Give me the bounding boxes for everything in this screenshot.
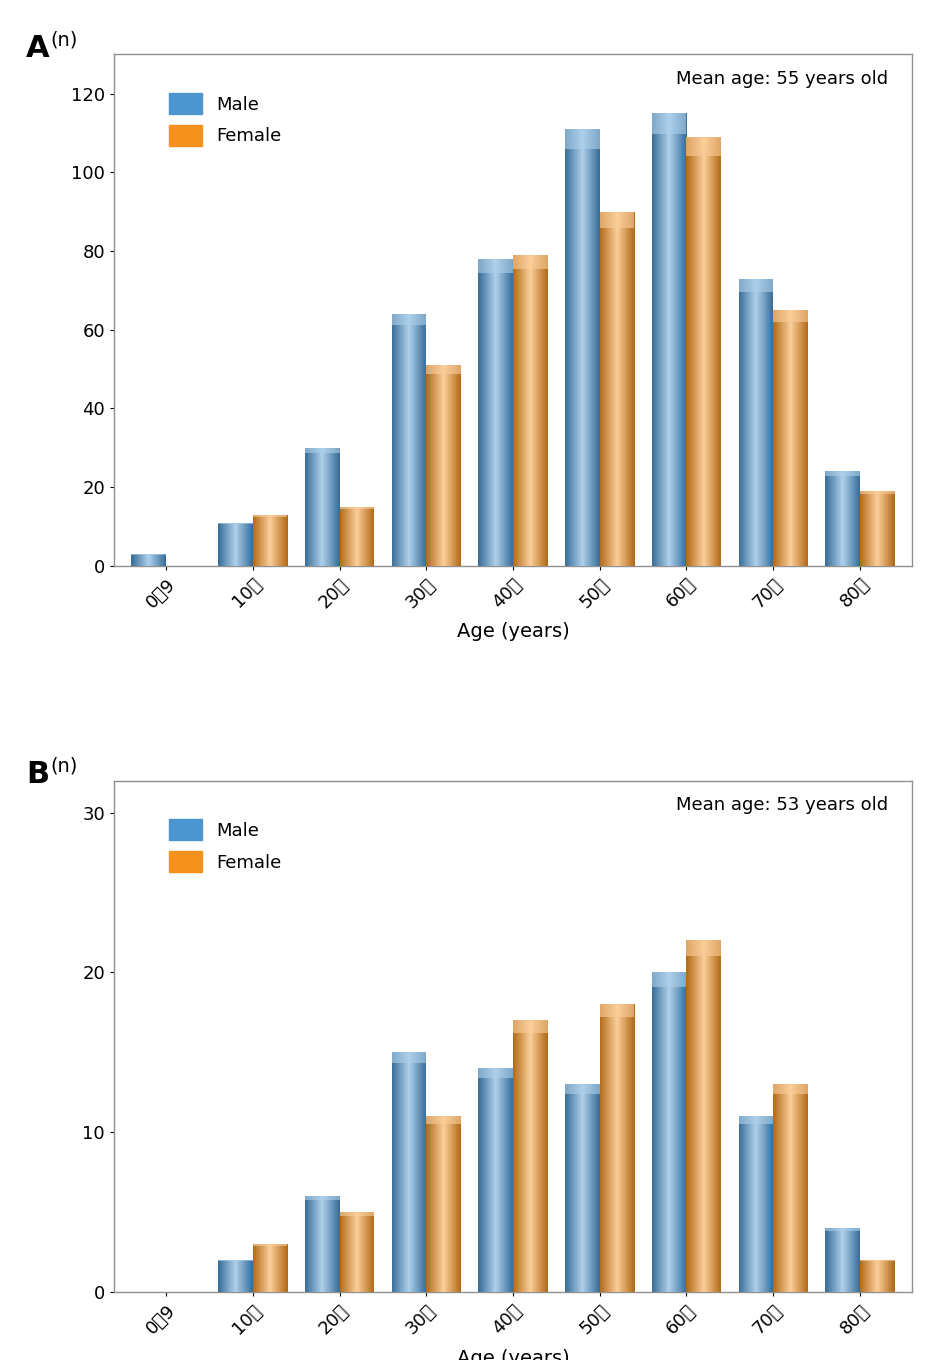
Bar — [773, 310, 808, 321]
Bar — [599, 212, 635, 227]
Bar — [687, 137, 721, 156]
Bar — [565, 129, 599, 148]
Bar — [305, 447, 339, 453]
Bar — [218, 1259, 253, 1262]
Bar — [773, 1084, 808, 1093]
Bar — [826, 1228, 860, 1231]
X-axis label: Age (years): Age (years) — [457, 623, 569, 642]
Bar — [253, 1244, 288, 1246]
Text: A: A — [27, 34, 49, 63]
Bar — [253, 514, 288, 517]
Bar — [305, 1195, 339, 1201]
Text: Mean age: 55 years old: Mean age: 55 years old — [676, 69, 888, 88]
Bar — [738, 279, 773, 291]
Bar — [565, 1084, 599, 1093]
Bar — [599, 1004, 635, 1017]
Bar — [513, 256, 548, 269]
Text: B: B — [27, 760, 49, 789]
Bar — [652, 972, 687, 987]
Bar — [218, 522, 253, 525]
Bar — [427, 366, 461, 374]
Bar — [391, 314, 427, 325]
Bar — [826, 472, 860, 476]
Bar — [687, 940, 721, 956]
Bar — [478, 1068, 513, 1078]
Text: Mean age: 53 years old: Mean age: 53 years old — [676, 796, 888, 813]
Bar — [339, 1212, 374, 1216]
Legend: Male, Female: Male, Female — [155, 79, 296, 160]
Bar — [339, 507, 374, 510]
Bar — [738, 1117, 773, 1125]
Text: (n): (n) — [50, 756, 78, 775]
Bar — [860, 491, 895, 495]
Bar — [652, 113, 687, 133]
Bar — [860, 1259, 895, 1262]
Bar — [513, 1020, 548, 1032]
Bar — [427, 1117, 461, 1125]
Bar — [478, 258, 513, 273]
Legend: Male, Female: Male, Female — [155, 805, 296, 887]
Bar — [391, 1053, 427, 1064]
X-axis label: Age (years): Age (years) — [457, 1349, 569, 1360]
Text: (n): (n) — [50, 30, 78, 49]
